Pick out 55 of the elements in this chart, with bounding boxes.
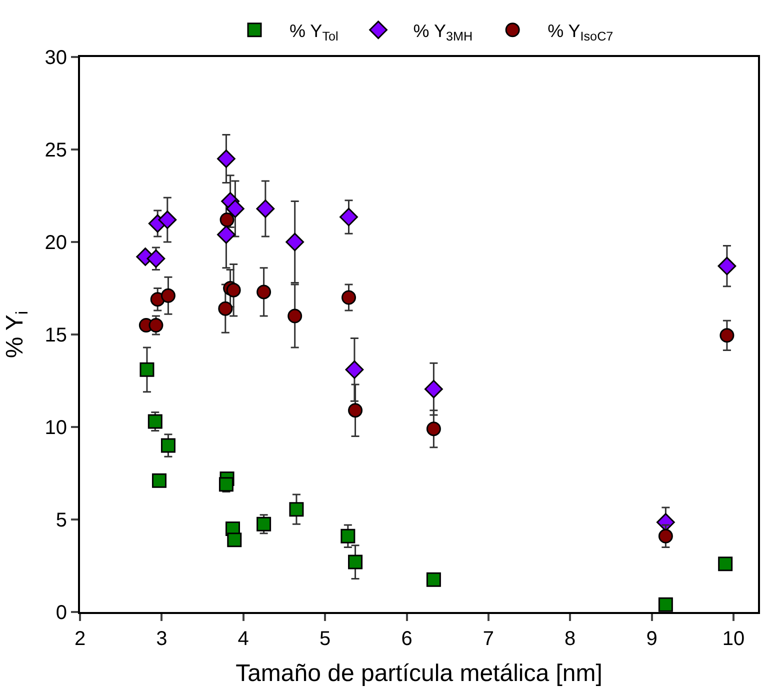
point	[426, 422, 441, 436]
point	[289, 502, 304, 517]
y-tick-label: 10	[44, 417, 67, 439]
legend-label: % Y$_{Tol}$	[290, 20, 338, 44]
point	[256, 284, 272, 300]
point	[288, 308, 302, 324]
x-tick-label: 2	[74, 628, 86, 650]
point	[345, 360, 364, 379]
point	[658, 597, 673, 612]
point	[146, 249, 166, 268]
point	[340, 528, 356, 544]
point	[424, 380, 443, 398]
point	[160, 438, 176, 453]
y-tick-label: 20	[44, 232, 67, 254]
y-tick-label: 30	[44, 47, 67, 69]
point	[256, 516, 272, 532]
point	[348, 554, 363, 570]
point	[720, 328, 734, 343]
y-tick-label: 5	[56, 510, 67, 532]
point	[140, 362, 154, 377]
point	[658, 528, 673, 544]
point	[148, 318, 164, 332]
y-tick-label: 15	[44, 324, 67, 346]
point	[286, 232, 304, 252]
point	[227, 532, 242, 548]
x-axis-title: Tamaño de partícula metálica [nm]	[236, 660, 602, 687]
legend-label: % Y$_{IsoC7}$	[548, 20, 614, 44]
point	[348, 403, 363, 418]
x-tick-label: 5	[319, 628, 331, 650]
point	[718, 556, 733, 572]
x-tick-label: 6	[401, 628, 412, 650]
x-tick-label: 4	[238, 628, 249, 650]
x-tick-label: 7	[482, 628, 494, 650]
point	[148, 414, 162, 429]
point	[226, 282, 241, 298]
x-tick-label: 9	[646, 628, 658, 650]
x-tick-label: 10	[722, 628, 745, 650]
legend-label: % Y$_{3MH}$	[413, 20, 473, 44]
point	[342, 290, 356, 305]
point	[218, 301, 233, 316]
point	[217, 225, 236, 244]
point	[220, 212, 234, 228]
point	[226, 200, 244, 218]
point	[718, 256, 736, 276]
point	[158, 210, 177, 229]
point	[217, 150, 236, 168]
point	[160, 288, 176, 303]
x-tick-label: 8	[564, 628, 576, 650]
point	[256, 200, 275, 218]
y-tick-label: 25	[44, 140, 67, 162]
point	[426, 572, 441, 587]
x-tick-label: 3	[156, 628, 168, 650]
y-tick-label: 0	[56, 602, 67, 624]
point	[340, 208, 358, 226]
point	[152, 473, 166, 488]
